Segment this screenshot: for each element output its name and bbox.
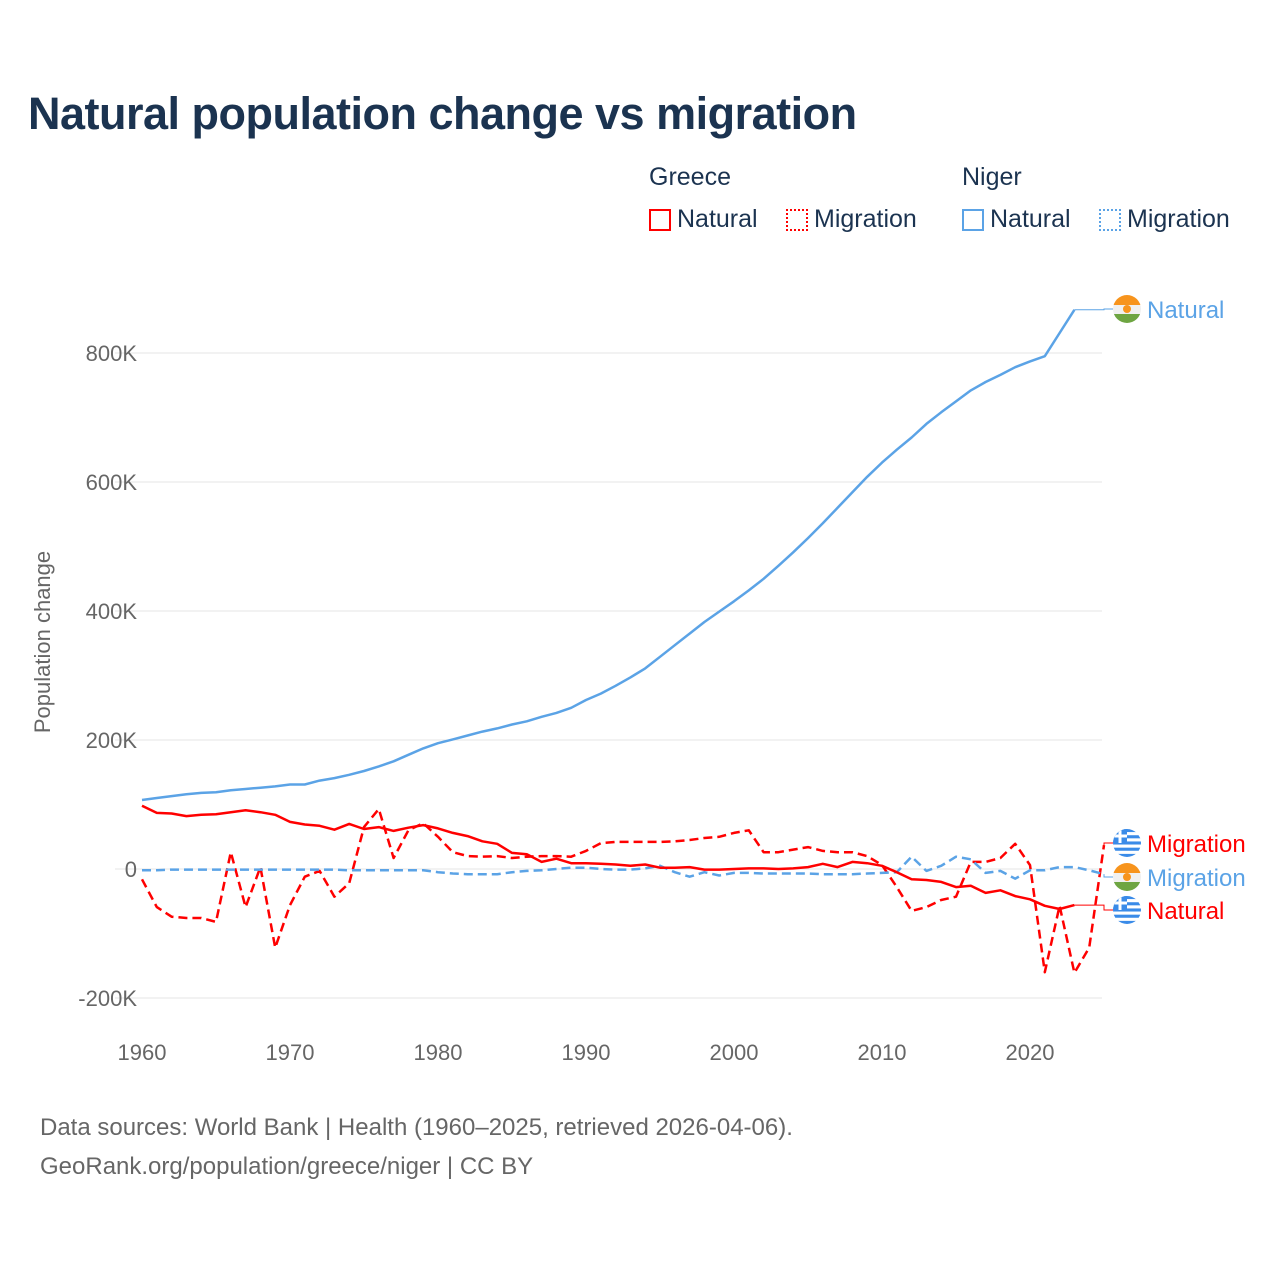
y-tick-label: 0 xyxy=(125,857,137,882)
y-tick-label: 800K xyxy=(86,341,138,366)
legend-greece-migration[interactable]: Migration xyxy=(786,205,917,234)
greece-flag-icon xyxy=(1113,896,1141,924)
flag-stripe xyxy=(1113,850,1141,855)
flag-body xyxy=(1113,896,1141,924)
y-axis-label: Population change xyxy=(30,551,55,733)
flag-body xyxy=(1113,295,1141,323)
flag-dot xyxy=(1123,873,1131,881)
flag-stripe xyxy=(1113,911,1141,915)
x-tick-label: 1980 xyxy=(414,1040,463,1065)
flag-cross xyxy=(1118,829,1122,843)
flag-cross xyxy=(1118,896,1122,910)
end-label: Migration xyxy=(1147,831,1246,858)
dotted-swatch-icon xyxy=(1099,208,1121,231)
x-tick-label: 2020 xyxy=(1006,1040,1055,1065)
series-line-greece-migration xyxy=(140,807,1106,975)
legend-group-greece: Greece xyxy=(649,163,731,191)
x-tick-label: 2010 xyxy=(858,1040,907,1065)
flag-stripe xyxy=(1113,295,1141,305)
y-tick-label: 600K xyxy=(86,470,138,495)
x-tick-label: 1990 xyxy=(562,1040,611,1065)
x-tick-label: 1960 xyxy=(118,1040,167,1065)
y-tick-label: 400K xyxy=(86,599,138,624)
flag-dot xyxy=(1123,305,1131,313)
flag-stripe xyxy=(1113,314,1141,323)
x-tick-label: 2000 xyxy=(710,1040,759,1065)
label-connector xyxy=(1103,874,1113,878)
flag-stripe xyxy=(1113,920,1141,924)
flag-stripe xyxy=(1113,841,1141,845)
legend-label: Migration xyxy=(1127,205,1230,233)
solid-swatch-icon xyxy=(649,208,671,231)
legend-greece-natural[interactable]: Natural xyxy=(649,205,758,234)
chart-title: Natural population change vs migration xyxy=(28,88,857,139)
flag-stripe xyxy=(1113,863,1141,873)
flag-stripe xyxy=(1113,853,1141,857)
flag-body xyxy=(1113,863,1141,891)
niger-flag-icon xyxy=(1113,863,1141,891)
series-line-greece-natural xyxy=(141,804,1075,911)
footer: Data sources: World Bank | Health (1960–… xyxy=(40,1108,793,1186)
flag-stripe xyxy=(1113,914,1141,918)
y-tick-label: 200K xyxy=(86,728,138,753)
legend-niger-natural[interactable]: Natural xyxy=(962,205,1071,234)
label-connector xyxy=(1074,308,1113,311)
flag-stripe xyxy=(1113,882,1141,891)
legend-label: Migration xyxy=(814,205,917,233)
flag-body xyxy=(1113,829,1141,857)
flag-stripe xyxy=(1113,844,1141,848)
legend-label: Natural xyxy=(677,205,758,233)
label-connector xyxy=(1103,842,1113,846)
data-sources: Data sources: World Bank | Health (1960–… xyxy=(40,1114,793,1141)
niger-flag-icon xyxy=(1113,295,1141,323)
x-tick-label: 1970 xyxy=(266,1040,315,1065)
flag-stripe xyxy=(1113,917,1141,922)
solid-swatch-icon xyxy=(962,208,984,231)
legend-niger-migration[interactable]: Migration xyxy=(1099,205,1230,234)
series-line-niger-natural xyxy=(141,309,1076,802)
y-tick-label: -200K xyxy=(78,986,137,1011)
end-label: Migration xyxy=(1147,865,1246,892)
flag-stripe xyxy=(1113,908,1141,912)
legend-group-niger: Niger xyxy=(962,163,1022,191)
label-connector xyxy=(1074,904,1113,911)
greece-flag-icon xyxy=(1113,829,1141,857)
legend-label: Natural xyxy=(990,205,1071,233)
source-link[interactable]: GeoRank.org/population/greece/niger | CC… xyxy=(40,1153,534,1180)
flag-stripe xyxy=(1113,847,1141,851)
end-label: Natural xyxy=(1147,898,1224,925)
series-line-niger-migration xyxy=(142,855,1105,880)
end-label: Natural xyxy=(1147,297,1224,324)
dotted-swatch-icon xyxy=(786,208,808,231)
